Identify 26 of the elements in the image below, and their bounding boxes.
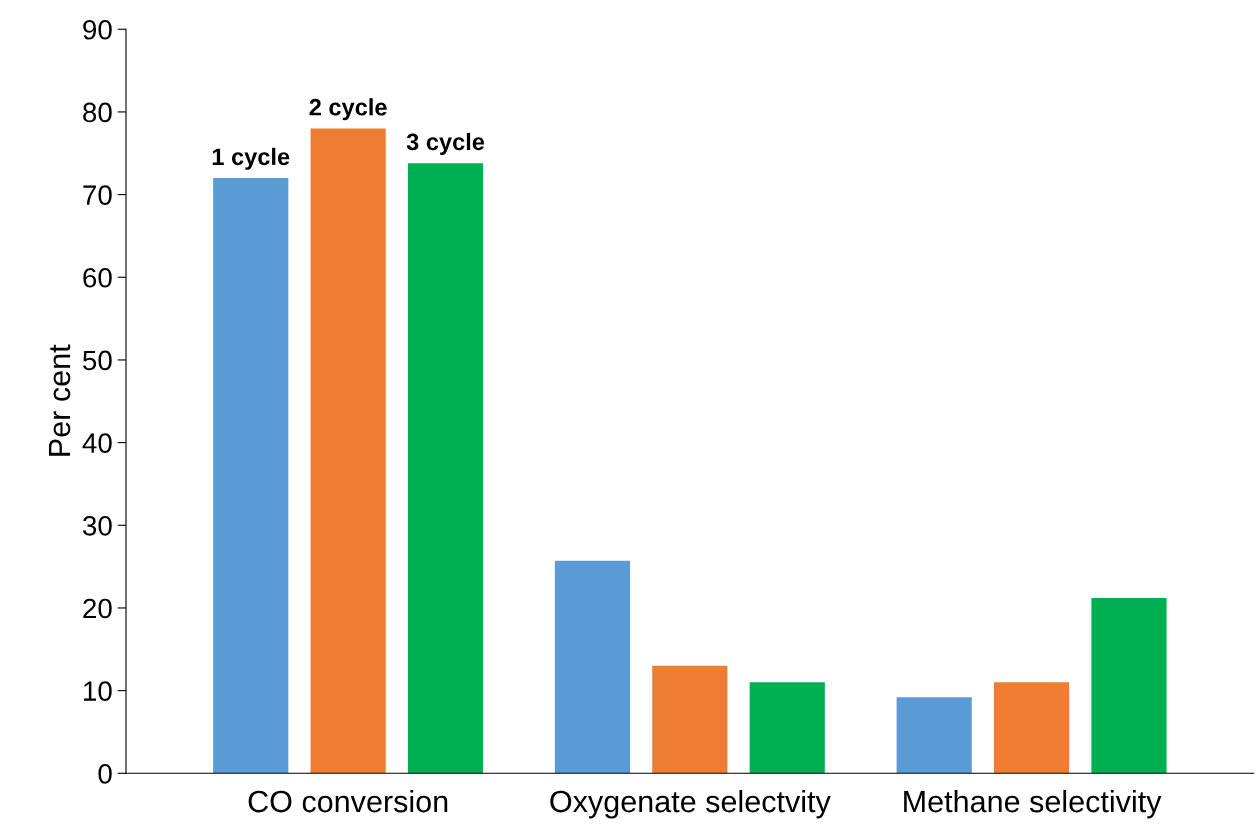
y-tick-label: 20 [83, 598, 112, 619]
y-tick-label: 90 [83, 19, 112, 40]
y-tick-label: 40 [82, 433, 112, 453]
bar [1091, 598, 1167, 774]
x-tick-label: Methane selectivity [904, 789, 1162, 819]
series-label: 1 cycle [212, 147, 290, 170]
y-tick-label: 0 [98, 763, 112, 784]
series-label: 2 cycle [309, 98, 387, 121]
x-tick-label: CO conversion [248, 789, 448, 813]
bar [652, 665, 728, 774]
x-tick-label: Oxygenate selectvity [550, 789, 831, 819]
y-tick-label: 80 [83, 102, 112, 123]
y-tick-label: 10 [84, 681, 112, 701]
y-axis-title: Per cent [48, 344, 71, 456]
y-tick-label: 50 [83, 350, 112, 371]
y-tick-label: 30 [82, 515, 112, 536]
bar [896, 697, 972, 774]
bar [310, 128, 386, 774]
bar [993, 682, 1070, 774]
y-tick-label: 60 [83, 267, 112, 288]
bar [749, 682, 825, 774]
series-label: 3 cycle [406, 132, 485, 155]
bar [554, 560, 631, 774]
bar [213, 178, 289, 774]
bar [407, 163, 484, 774]
y-tick-label: 70 [83, 185, 112, 205]
